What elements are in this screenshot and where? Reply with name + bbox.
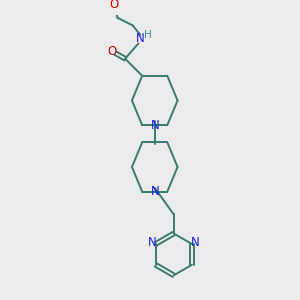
Text: N: N (150, 185, 159, 198)
Text: O: O (109, 0, 118, 11)
Text: H: H (144, 30, 152, 40)
Text: N: N (148, 236, 156, 250)
Text: N: N (191, 236, 200, 250)
Text: N: N (150, 119, 159, 132)
Text: O: O (107, 45, 116, 58)
Text: N: N (136, 32, 145, 45)
